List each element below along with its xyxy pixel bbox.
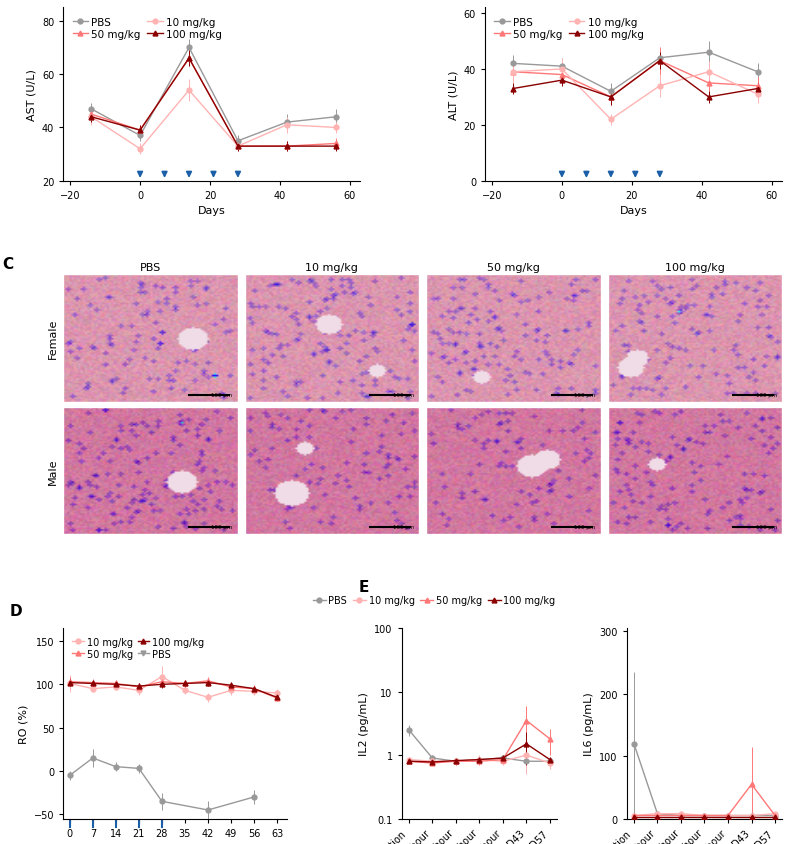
Text: 100 μm: 100 μm — [755, 392, 777, 398]
Text: A: A — [16, 0, 28, 3]
Y-axis label: IL2 (pg/mL): IL2 (pg/mL) — [359, 691, 369, 755]
Text: B: B — [431, 0, 443, 3]
Text: E: E — [358, 579, 369, 594]
Text: 100 μm: 100 μm — [393, 525, 414, 530]
Text: 100 μm: 100 μm — [574, 525, 596, 530]
Y-axis label: Male: Male — [47, 457, 58, 484]
Title: PBS: PBS — [140, 262, 161, 273]
Y-axis label: ALT (U/L): ALT (U/L) — [448, 70, 458, 120]
Text: 100 μm: 100 μm — [393, 392, 414, 398]
Legend: PBS, 10 mg/kg, 50 mg/kg, 100 mg/kg: PBS, 10 mg/kg, 50 mg/kg, 100 mg/kg — [309, 592, 559, 609]
Text: 100 μm: 100 μm — [755, 525, 777, 530]
Y-axis label: RO (%): RO (%) — [18, 704, 28, 743]
Text: C: C — [2, 257, 13, 271]
Legend: 10 mg/kg, 50 mg/kg, 100 mg/kg, PBS: 10 mg/kg, 50 mg/kg, 100 mg/kg, PBS — [68, 633, 208, 663]
Text: D: D — [9, 603, 22, 619]
X-axis label: Days: Days — [619, 206, 648, 216]
Text: 100 μm: 100 μm — [211, 392, 232, 398]
Text: 100 μm: 100 μm — [574, 392, 596, 398]
Legend: PBS, 50 mg/kg, 10 mg/kg, 100 mg/kg: PBS, 50 mg/kg, 10 mg/kg, 100 mg/kg — [69, 14, 226, 44]
Title: 10 mg/kg: 10 mg/kg — [306, 262, 359, 273]
Title: 50 mg/kg: 50 mg/kg — [487, 262, 540, 273]
Title: 100 mg/kg: 100 mg/kg — [665, 262, 724, 273]
Text: 100 μm: 100 μm — [211, 525, 232, 530]
Legend: PBS, 50 mg/kg, 10 mg/kg, 100 mg/kg: PBS, 50 mg/kg, 10 mg/kg, 100 mg/kg — [491, 14, 648, 44]
X-axis label: Days: Days — [198, 206, 226, 216]
Y-axis label: AST (U/L): AST (U/L) — [26, 69, 36, 121]
Y-axis label: Female: Female — [47, 318, 58, 359]
Y-axis label: IL6 (pg/mL): IL6 (pg/mL) — [584, 691, 594, 755]
